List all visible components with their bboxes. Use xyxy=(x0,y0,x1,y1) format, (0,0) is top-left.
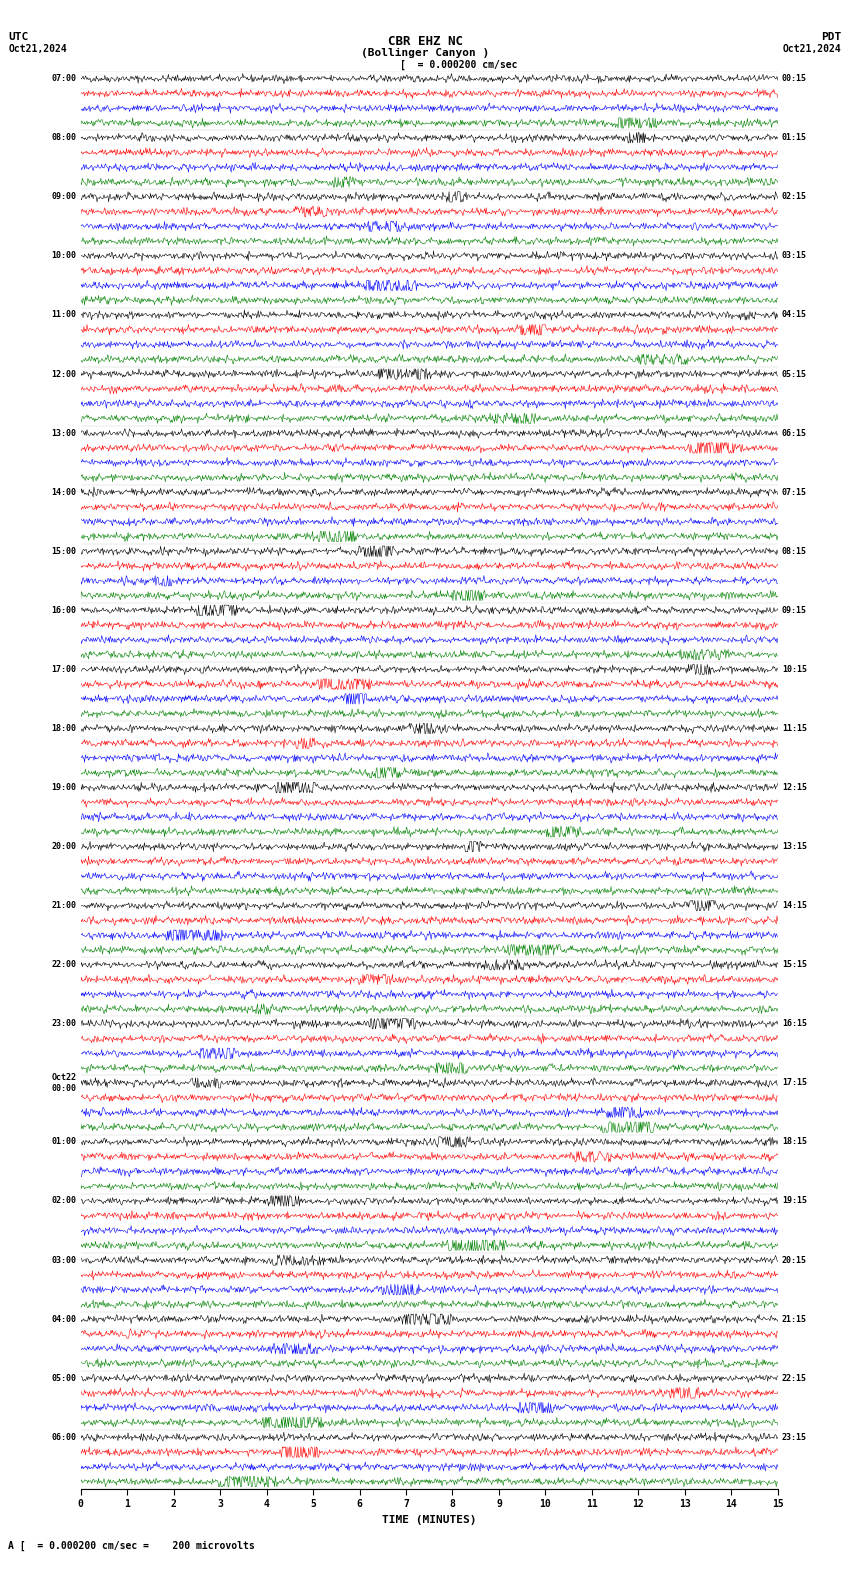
Text: 01:00: 01:00 xyxy=(52,1137,76,1147)
Text: 01:15: 01:15 xyxy=(782,133,807,143)
Text: 11:00: 11:00 xyxy=(52,310,76,320)
Text: 14:00: 14:00 xyxy=(52,488,76,497)
X-axis label: TIME (MINUTES): TIME (MINUTES) xyxy=(382,1514,477,1525)
Text: 19:15: 19:15 xyxy=(782,1196,807,1205)
Text: 06:15: 06:15 xyxy=(782,429,807,437)
Text: 16:15: 16:15 xyxy=(782,1019,807,1028)
Text: PDT: PDT xyxy=(821,32,842,41)
Text: 08:00: 08:00 xyxy=(52,133,76,143)
Text: 15:15: 15:15 xyxy=(782,960,807,969)
Text: CBR EHZ NC: CBR EHZ NC xyxy=(388,35,462,48)
Text: 18:15: 18:15 xyxy=(782,1137,807,1147)
Text: 21:15: 21:15 xyxy=(782,1315,807,1324)
Text: 12:15: 12:15 xyxy=(782,782,807,792)
Text: 05:00: 05:00 xyxy=(52,1373,76,1383)
Text: 21:00: 21:00 xyxy=(52,901,76,911)
Text: 22:15: 22:15 xyxy=(782,1373,807,1383)
Text: 07:00: 07:00 xyxy=(52,74,76,84)
Text: 14:15: 14:15 xyxy=(782,901,807,911)
Text: 11:15: 11:15 xyxy=(782,724,807,733)
Text: Oct21,2024: Oct21,2024 xyxy=(8,44,67,54)
Text: 09:15: 09:15 xyxy=(782,605,807,615)
Text: 10:00: 10:00 xyxy=(52,252,76,260)
Text: [  = 0.000200 cm/sec: [ = 0.000200 cm/sec xyxy=(400,60,517,70)
Text: 20:15: 20:15 xyxy=(782,1256,807,1264)
Text: Oct22
00:00: Oct22 00:00 xyxy=(52,1072,76,1093)
Text: 02:00: 02:00 xyxy=(52,1196,76,1205)
Text: 15:00: 15:00 xyxy=(52,546,76,556)
Text: 19:00: 19:00 xyxy=(52,782,76,792)
Text: 23:00: 23:00 xyxy=(52,1019,76,1028)
Text: 10:15: 10:15 xyxy=(782,665,807,673)
Text: 12:00: 12:00 xyxy=(52,369,76,379)
Text: 04:00: 04:00 xyxy=(52,1315,76,1324)
Text: 07:15: 07:15 xyxy=(782,488,807,497)
Text: 13:00: 13:00 xyxy=(52,429,76,437)
Text: 03:00: 03:00 xyxy=(52,1256,76,1264)
Text: (Bollinger Canyon ): (Bollinger Canyon ) xyxy=(361,48,489,57)
Text: 13:15: 13:15 xyxy=(782,843,807,851)
Text: 23:15: 23:15 xyxy=(782,1434,807,1441)
Text: 03:15: 03:15 xyxy=(782,252,807,260)
Text: 17:15: 17:15 xyxy=(782,1079,807,1087)
Text: UTC: UTC xyxy=(8,32,29,41)
Text: 06:00: 06:00 xyxy=(52,1434,76,1441)
Text: A [  = 0.000200 cm/sec =    200 microvolts: A [ = 0.000200 cm/sec = 200 microvolts xyxy=(8,1541,255,1551)
Text: 04:15: 04:15 xyxy=(782,310,807,320)
Text: 00:15: 00:15 xyxy=(782,74,807,84)
Text: 22:00: 22:00 xyxy=(52,960,76,969)
Text: 08:15: 08:15 xyxy=(782,546,807,556)
Text: 05:15: 05:15 xyxy=(782,369,807,379)
Text: Oct21,2024: Oct21,2024 xyxy=(783,44,842,54)
Text: 20:00: 20:00 xyxy=(52,843,76,851)
Text: 18:00: 18:00 xyxy=(52,724,76,733)
Text: 16:00: 16:00 xyxy=(52,605,76,615)
Text: 02:15: 02:15 xyxy=(782,192,807,201)
Text: 09:00: 09:00 xyxy=(52,192,76,201)
Text: 17:00: 17:00 xyxy=(52,665,76,673)
